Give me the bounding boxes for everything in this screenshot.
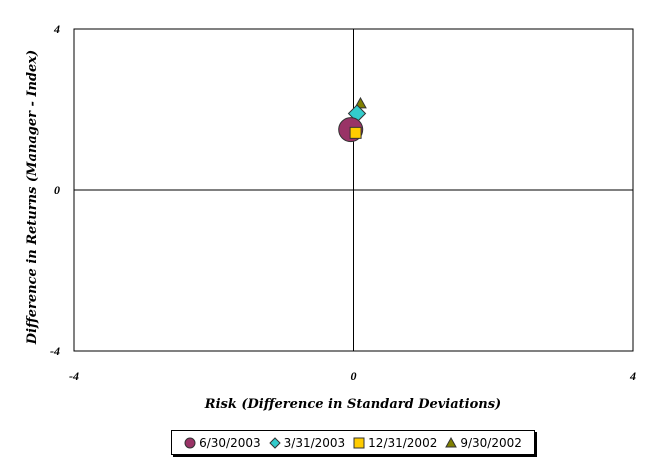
legend-marker-shape <box>353 437 365 448</box>
legend-label: 12/31/2002 <box>368 435 438 450</box>
y-axis-title: Difference in Returns (Manager - Index) <box>25 50 40 345</box>
x-tick-label: 4 <box>629 369 636 383</box>
legend-marker-shape <box>445 436 458 447</box>
legend-marker-diamond <box>268 436 281 449</box>
legend-marker-circle <box>184 437 196 448</box>
scatter-chart: -4 0 4 4 0 -4 Risk (Difference in Standard De… <box>25 22 636 412</box>
legend-marker-triangle <box>445 436 458 447</box>
legend-item: 3/31/2003 <box>268 435 346 450</box>
legend-marker-shape <box>184 437 196 448</box>
legend-item: 9/30/2002 <box>445 436 522 450</box>
legend-marker-shape <box>268 436 281 449</box>
legend: 6/30/2003 3/31/2003 12/31/2002 9/30/2002 <box>171 430 535 455</box>
legend-label: 6/30/2003 <box>199 435 261 450</box>
x-tick-label: -4 <box>69 369 79 383</box>
legend-marker-square <box>353 437 365 448</box>
legend-item: 6/30/2003 <box>184 436 261 450</box>
y-tick-label: 4 <box>53 22 60 36</box>
legend-label: 9/30/2002 <box>460 435 522 450</box>
data-point-square <box>349 126 362 139</box>
x-tick-label: 0 <box>351 369 357 383</box>
y-tick-label: 0 <box>54 183 60 197</box>
x-axis-title: Risk (Difference in Standard Deviations) <box>204 397 501 412</box>
legend-label: 3/31/2003 <box>283 435 346 450</box>
legend-item: 12/31/2002 <box>353 436 437 450</box>
y-tick-label: -4 <box>50 344 60 358</box>
